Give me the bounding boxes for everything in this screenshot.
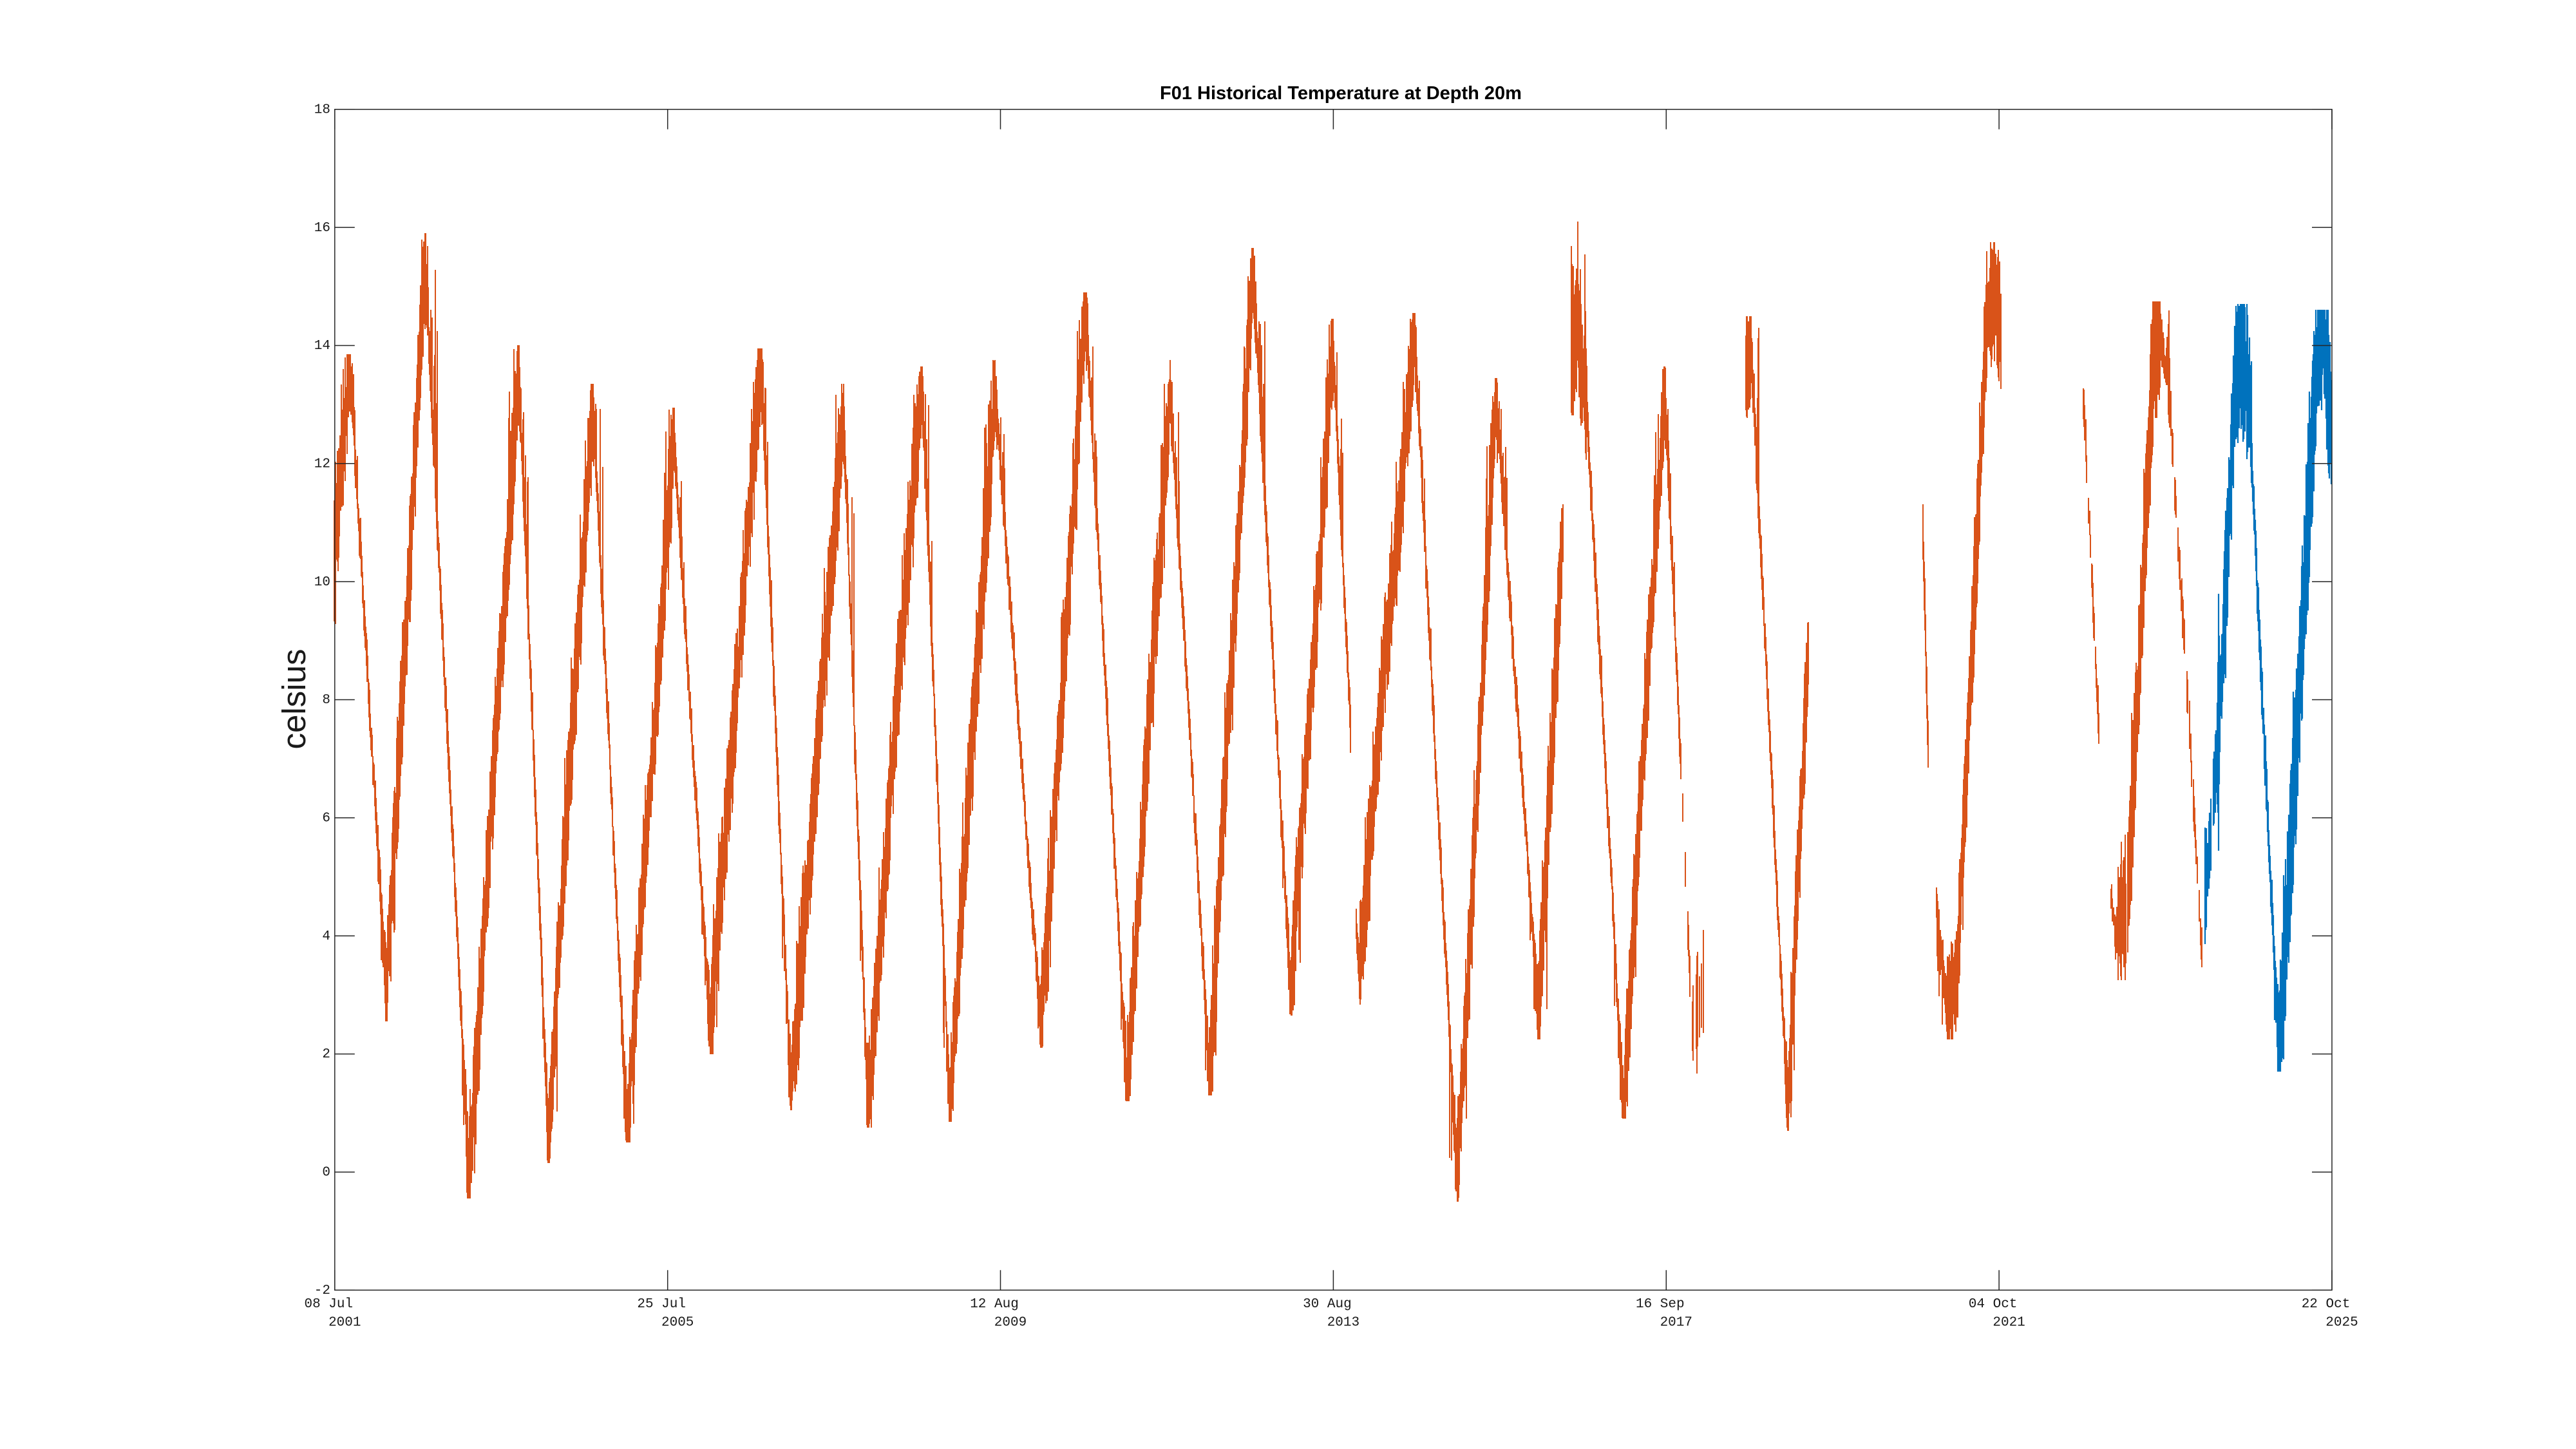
svg-text:12 Aug: 12 Aug <box>970 1297 1019 1312</box>
svg-text:2005: 2005 <box>661 1316 694 1331</box>
svg-text:18: 18 <box>314 102 330 117</box>
svg-text:16 Sep: 16 Sep <box>1636 1297 1685 1312</box>
svg-text:2009: 2009 <box>994 1316 1027 1331</box>
svg-text:celsius: celsius <box>276 649 312 750</box>
svg-text:04 Oct: 04 Oct <box>1969 1297 2018 1312</box>
svg-text:16: 16 <box>314 221 330 236</box>
svg-text:30 Aug: 30 Aug <box>1303 1297 1352 1312</box>
svg-text:2017: 2017 <box>1660 1316 1692 1331</box>
svg-text:2013: 2013 <box>1327 1316 1359 1331</box>
svg-text:2025: 2025 <box>2325 1316 2358 1331</box>
svg-text:0: 0 <box>322 1166 330 1180</box>
svg-text:12: 12 <box>314 457 330 471</box>
svg-text:25 Jul: 25 Jul <box>637 1297 686 1312</box>
svg-text:08 Jul: 08 Jul <box>304 1297 353 1312</box>
svg-text:14: 14 <box>314 339 330 354</box>
svg-text:6: 6 <box>322 811 330 826</box>
svg-text:10: 10 <box>314 575 330 590</box>
svg-text:2001: 2001 <box>328 1316 361 1331</box>
svg-text:8: 8 <box>322 693 330 708</box>
svg-text:F01 Historical Temperature at: F01 Historical Temperature at Depth 20m <box>1160 83 1522 104</box>
svg-text:22 Oct: 22 Oct <box>2302 1297 2351 1312</box>
svg-text:2: 2 <box>322 1047 330 1062</box>
svg-text:2021: 2021 <box>1993 1316 2025 1331</box>
svg-text:4: 4 <box>322 929 330 944</box>
svg-text:-2: -2 <box>314 1283 330 1298</box>
